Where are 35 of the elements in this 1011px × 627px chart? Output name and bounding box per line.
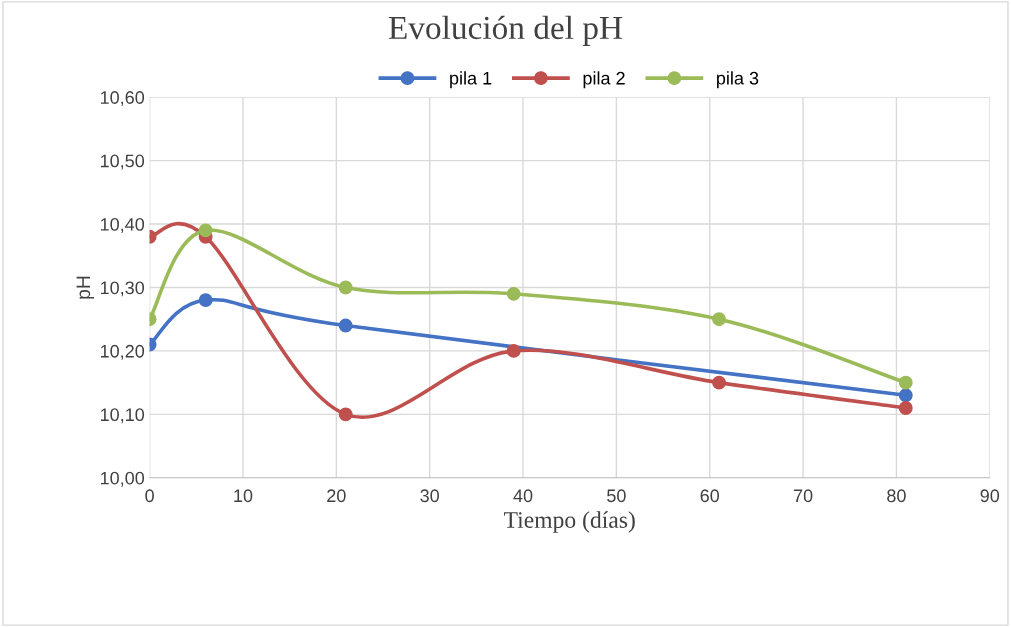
point	[198, 223, 213, 238]
x-tick-label: 20	[327, 489, 346, 503]
legend-label: pila 2	[583, 71, 625, 89]
legend-label: pila 3	[717, 71, 759, 89]
x-tick-label: 30	[420, 489, 440, 503]
x-tick-label: 50	[607, 489, 626, 503]
point	[198, 293, 213, 308]
point	[898, 388, 913, 403]
chart-title: Evolución del pH	[388, 15, 623, 46]
x-tick-label: 80	[887, 489, 906, 503]
y-tick-label: 10,60	[100, 91, 145, 107]
x-tick-label: 40	[513, 489, 533, 503]
point	[712, 375, 727, 390]
y-tick-label: 10,20	[100, 344, 145, 360]
x-tick-label: 0	[145, 489, 154, 503]
y-tick-label: 10,10	[100, 408, 145, 424]
y-axis-title: pH	[76, 276, 95, 299]
y-tick-label: 10,00	[100, 471, 145, 487]
point	[338, 407, 353, 422]
point	[898, 375, 913, 390]
x-tick-label: 70	[793, 489, 813, 503]
y-tick-label: 10,50	[100, 154, 145, 170]
x-tick-label: 60	[700, 489, 720, 503]
y-tick-label: 10,40	[100, 217, 145, 233]
point	[338, 318, 353, 333]
point	[338, 280, 353, 295]
x-axis-title: Tiempo (días)	[503, 511, 635, 533]
point	[506, 343, 521, 358]
x-tick-label: 90	[980, 489, 1000, 503]
x-tick-label: 10	[234, 489, 253, 503]
y-tick-label: 10,30	[100, 281, 145, 297]
legend-label: pila 1	[450, 71, 492, 89]
point	[898, 401, 913, 415]
point	[712, 312, 727, 327]
point	[506, 286, 521, 301]
